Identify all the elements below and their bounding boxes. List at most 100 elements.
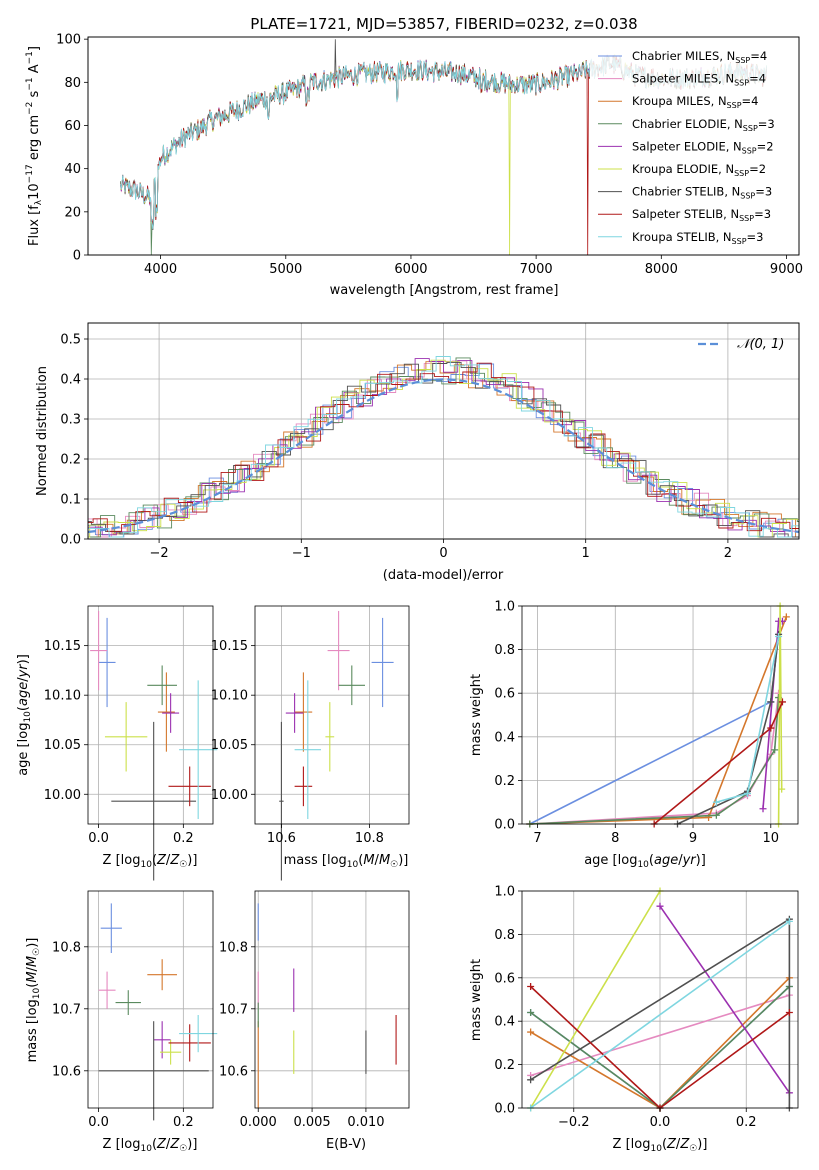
y-tick-label: 10.8 <box>52 940 81 955</box>
legend-label: Salpeter MILES, NSSP=4 <box>632 72 766 88</box>
error-bar-point <box>100 903 122 953</box>
x-tick-label: 0.000 <box>240 1115 277 1130</box>
axes-frame <box>254 890 410 1109</box>
z-age-panel: 0.0 0.2 10.00 10.05 10.10 10.15 <box>44 605 218 881</box>
x-tick-label: 0.2 <box>736 1115 757 1130</box>
y-tick-label: 10.6 <box>52 1064 81 1079</box>
x-tick-label: 0.2 <box>173 831 194 846</box>
x-tick-label: −0.2 <box>558 1115 590 1130</box>
residual-histogram <box>88 357 799 538</box>
error-bar-point <box>179 680 218 820</box>
mass-age-xlabel: mass [log10(M/M☉)] <box>284 853 409 870</box>
weight-point-marker <box>767 698 775 706</box>
weight-point-marker <box>527 1028 535 1036</box>
error-bar-point <box>371 617 394 708</box>
legend-label: Kroupa STELIB, NSSP=3 <box>632 230 763 246</box>
x-tick-label: 5000 <box>269 262 302 277</box>
z-mass-panel: 0.0 0.2 10.6 10.7 10.8 <box>52 890 218 1130</box>
axes-frame <box>87 890 214 1109</box>
x-tick-label: 0.2 <box>173 1115 194 1130</box>
weight-point-marker <box>785 917 793 925</box>
error-bar-point <box>168 766 211 807</box>
weight-series-line <box>530 920 790 1109</box>
error-bar-point <box>90 610 108 691</box>
x-tick-label: 0.010 <box>347 1115 384 1130</box>
residual-histograms <box>88 356 799 538</box>
residual-xlabel: (data-model)/error <box>383 568 504 583</box>
weight-point-marker <box>778 698 786 706</box>
weight-series-line <box>530 994 790 1077</box>
x-tick-label: 0.0 <box>88 831 109 846</box>
error-bar-point <box>338 665 365 706</box>
x-tick-label: 10.8 <box>355 831 384 846</box>
x-tick-label: 2 <box>724 546 732 561</box>
residual-histogram <box>88 361 799 538</box>
error-bar-point <box>294 672 313 752</box>
weight-point-marker <box>785 1009 793 1017</box>
x-tick-label: 8000 <box>645 262 678 277</box>
x-tick-label: 0.0 <box>650 1115 671 1130</box>
legend-label: Salpeter STELIB, NSSP=3 <box>632 207 771 223</box>
y-tick-label: 0.8 <box>494 928 515 943</box>
z-mass-ylabel: mass [log10(M/M☉)] <box>25 938 42 1063</box>
weight-series-line <box>677 634 780 825</box>
error-bar-point <box>98 971 116 1009</box>
y-tick-label: 20 <box>64 205 81 220</box>
residual-ylabel: Normed distribution <box>35 366 50 496</box>
y-tick-label: 0.3 <box>60 413 81 428</box>
y-tick-label: 0.2 <box>494 1058 515 1073</box>
y-tick-label: 10.05 <box>44 738 81 753</box>
z-weight-xlabel: Z [log10(Z/Z☉)] <box>613 1137 708 1154</box>
error-bar-point <box>179 1015 218 1053</box>
normal-legend-label: 𝒩(0, 1) <box>737 337 784 352</box>
y-tick-label: 0.0 <box>60 533 81 548</box>
weight-point-marker <box>775 633 783 641</box>
x-tick-label: 7 <box>533 831 541 846</box>
mass-age-panel: 10.6 10.8 10.00 10.05 10.10 10.15 <box>211 605 410 881</box>
axes-frame <box>254 605 410 825</box>
x-tick-label: 9 <box>689 831 697 846</box>
error-bar-point <box>147 665 177 706</box>
y-tick-label: 0.2 <box>494 774 515 789</box>
x-tick-label: 0 <box>439 546 447 561</box>
residual-histogram <box>88 362 799 532</box>
legend-label: Chabrier STELIB, NSSP=3 <box>632 185 772 201</box>
x-tick-label: 0.005 <box>293 1115 330 1130</box>
x-tick-label: 8 <box>611 831 619 846</box>
error-bar-point <box>147 959 177 991</box>
error-bar-point <box>325 702 335 772</box>
weight-point-marker <box>656 902 664 910</box>
weight-point-marker <box>712 798 720 806</box>
x-tick-label: 4000 <box>144 262 177 277</box>
x-tick-label: 9000 <box>770 262 803 277</box>
y-tick-label: 10.15 <box>44 639 81 654</box>
legend-box <box>590 44 793 252</box>
x-tick-label: 10.6 <box>267 831 296 846</box>
legend-label: Salpeter ELODIE, NSSP=2 <box>632 139 774 155</box>
error-bar-point <box>285 693 304 733</box>
x-tick-label: 0.0 <box>88 1115 109 1130</box>
weight-point-marker <box>759 805 767 813</box>
weight-point-marker <box>782 613 790 621</box>
y-tick-label: 10.00 <box>211 788 248 803</box>
age-weight-xlabel: age [log10(age/yr)] <box>584 853 706 870</box>
error-bar-point <box>327 610 350 691</box>
y-tick-label: 10.10 <box>44 689 81 704</box>
age-weight-panel: 7 8 9 10 0.0 0.2 0.4 0.6 0.8 1.0 <box>494 600 799 846</box>
spectrum-legend: Chabrier MILES, NSSP=4 Salpeter MILES, NS… <box>590 44 793 252</box>
y-tick-label: 0.4 <box>494 1015 515 1030</box>
weight-point-marker <box>712 811 720 819</box>
error-bar-point <box>104 702 148 772</box>
error-bar-point <box>98 1021 209 1121</box>
y-tick-label: 0.0 <box>494 1102 515 1117</box>
y-tick-label: 10.15 <box>211 639 248 654</box>
residual-histogram <box>88 356 799 538</box>
legend-label: Kroupa MILES, NSSP=4 <box>632 94 758 110</box>
legend-label: Chabrier ELODIE, NSSP=3 <box>632 117 775 133</box>
error-bar-point <box>168 1024 211 1062</box>
y-tick-label: 0.5 <box>60 333 81 348</box>
x-tick-label: 6000 <box>394 262 427 277</box>
y-tick-label: 10.10 <box>211 689 248 704</box>
y-tick-label: 10.00 <box>44 788 81 803</box>
